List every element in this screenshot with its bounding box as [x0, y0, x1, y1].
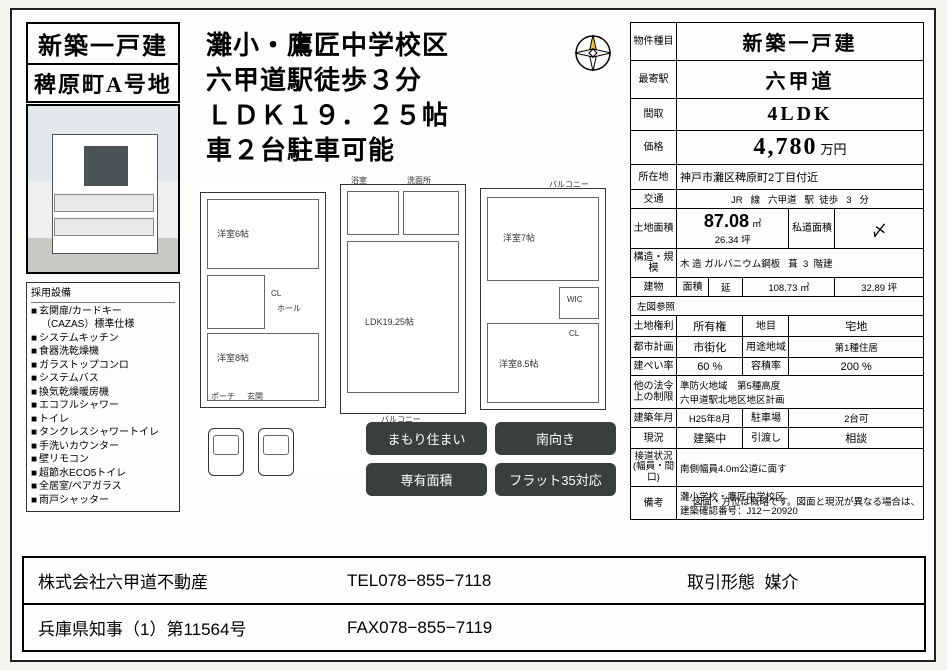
- equipment-header: 採用設備: [31, 287, 175, 303]
- equipment-item: システムバス: [31, 372, 175, 386]
- headline-1: 灘小・鷹匠中学校区: [206, 28, 556, 63]
- equipment-item: 玄関扉/カードキー: [31, 305, 175, 319]
- equipment-item: 壁リモコン: [31, 453, 175, 467]
- house-image: [26, 104, 180, 274]
- floor-plan-1f: 洋室6帖 CL 洋室8帖 ポーチ ホール 玄関: [200, 192, 326, 408]
- equipment-item: （CAZAS）標準仕様: [31, 318, 175, 332]
- floor-plan-3f: バルコニー 洋室7帖 WIC CL 洋室8.5帖: [480, 188, 606, 410]
- fax-number: 078−855−7119: [379, 618, 492, 637]
- equipment-item: 雨戸シャッター: [31, 494, 175, 508]
- equipment-box: 採用設備 玄関扉/カードキー（CAZAS）標準仕様システムキッチン食器洗乾燥機ガ…: [26, 282, 180, 512]
- headline-3: ＬＤＫ１９．２５帖: [206, 98, 556, 133]
- pill-flat35: フラット35対応: [495, 463, 616, 496]
- car-icon: [258, 428, 294, 476]
- equipment-item: ガラストップコンロ: [31, 359, 175, 373]
- equipment-item: 食器洗乾燥機: [31, 345, 175, 359]
- feature-pills: まもり住まい 南向き 専有面積 フラット35対応: [366, 422, 616, 496]
- headline: 灘小・鷹匠中学校区 六甲道駅徒歩３分 ＬＤＫ１９．２５帖 車２台駐車可能: [206, 28, 556, 168]
- equipment-item: トイレ: [31, 413, 175, 427]
- pill-south: 南向き: [495, 422, 616, 455]
- equipment-item: システムキッチン: [31, 332, 175, 346]
- contact-box: 株式会社六甲道不動産 TEL078−855−7118 取引形態 媒介 兵庫県知事…: [22, 556, 926, 652]
- compass-icon: [572, 32, 614, 74]
- equipment-item: 手洗いカウンター: [31, 440, 175, 454]
- car-icon: [208, 428, 244, 476]
- title-box: 新築一戸建 稗原町A号地: [26, 22, 180, 103]
- parking-cars: [208, 428, 328, 478]
- license-number: 兵庫県知事（1）第11564号: [23, 604, 333, 651]
- spec-table: 物件種目 新築一戸建 最寄駅 六甲道 間取 4LDK 価格 4,780 万円 所…: [630, 22, 924, 520]
- pill-area: 専有面積: [366, 463, 487, 496]
- equipment-item: エコフルシャワー: [31, 399, 175, 413]
- company-name: 株式会社六甲道不動産: [23, 557, 333, 604]
- equipment-item: 全居室/ペアガラス: [31, 480, 175, 494]
- headline-4: 車２台駐車可能: [206, 133, 556, 168]
- tel-number: 078−855−7118: [378, 571, 491, 590]
- floor-plan-2f: 浴室 洗面所 LDK19.25帖 バルコニー: [340, 184, 466, 414]
- title-line2: 稗原町A号地: [28, 63, 178, 101]
- headline-2: 六甲道駅徒歩３分: [206, 63, 556, 98]
- equipment-item: タンクレスシャワートイレ: [31, 426, 175, 440]
- title-line1: 新築一戸建: [28, 24, 178, 63]
- equipment-item: 超節水ECO5トイレ: [31, 467, 175, 481]
- price-value: 4,780: [753, 134, 817, 160]
- equipment-item: 換気乾燥暖房機: [31, 386, 175, 400]
- listing-sheet: 新築一戸建 稗原町A号地 採用設備 玄関扉/カードキー（CAZAS）標準仕様シス…: [10, 8, 936, 662]
- disclaimer: 図面・方位は概略です。図面と現況が異なる場合は、: [693, 494, 920, 508]
- pill-mamori: まもり住まい: [366, 422, 487, 455]
